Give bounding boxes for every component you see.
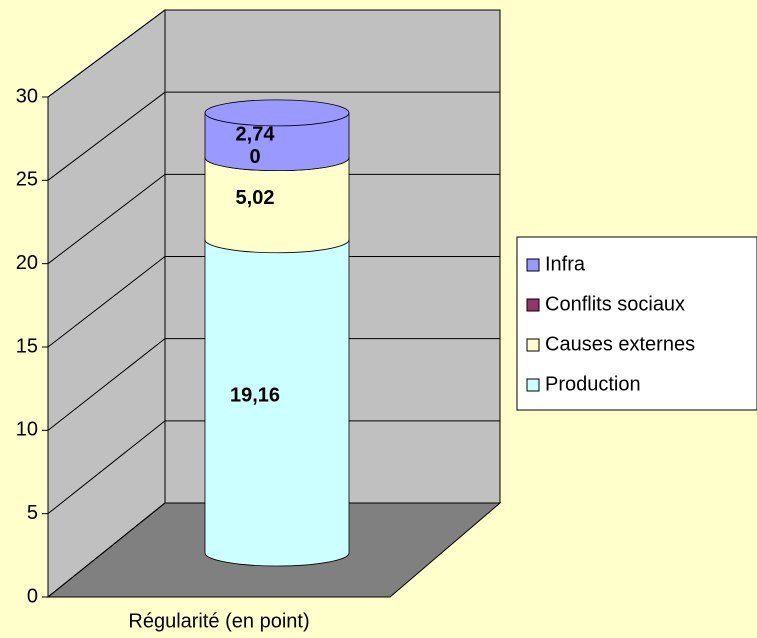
- data-label: 0: [249, 146, 260, 168]
- x-tick-label: Régularité (en point): [128, 610, 309, 632]
- legend-swatch: [526, 258, 540, 272]
- legend-swatch: [526, 378, 540, 392]
- legend-label: Infra: [545, 253, 586, 275]
- legend-label: Production: [545, 373, 641, 395]
- segment-body: [204, 239, 350, 567]
- y-tick-label: 30: [16, 85, 38, 107]
- legend-label: Causes externes: [545, 333, 695, 355]
- side-wall: [47, 9, 166, 599]
- data-label: 2,74: [236, 124, 276, 146]
- data-label: 5,02: [236, 187, 275, 209]
- grid-line: [47, 9, 500, 98]
- grid-line: [47, 173, 500, 265]
- legend-swatch: [526, 298, 540, 312]
- segment-body: [204, 157, 350, 254]
- grid-line: [47, 338, 500, 431]
- y-tick-label: 10: [16, 419, 38, 441]
- cylinder-segment: [204, 239, 350, 567]
- y-tick-label: 0: [27, 585, 38, 607]
- cylinder-top: [204, 99, 350, 127]
- grid-line: [47, 256, 500, 348]
- grid-line: [47, 420, 500, 515]
- y-tick-label: 20: [16, 252, 38, 274]
- grid-line: [47, 502, 500, 598]
- cylinder-segment: [204, 112, 350, 172]
- segment-body: [204, 112, 350, 172]
- y-tick-label: 15: [16, 335, 38, 357]
- cylinder-segment: [204, 157, 350, 254]
- grid-line: [47, 91, 500, 181]
- legend: [516, 236, 757, 411]
- legend-label: Conflits sociaux: [545, 293, 685, 315]
- y-tick-label: 5: [27, 502, 38, 524]
- data-label: 19,16: [230, 385, 280, 407]
- y-tick-label: 25: [16, 169, 38, 191]
- legend-swatch: [526, 338, 540, 352]
